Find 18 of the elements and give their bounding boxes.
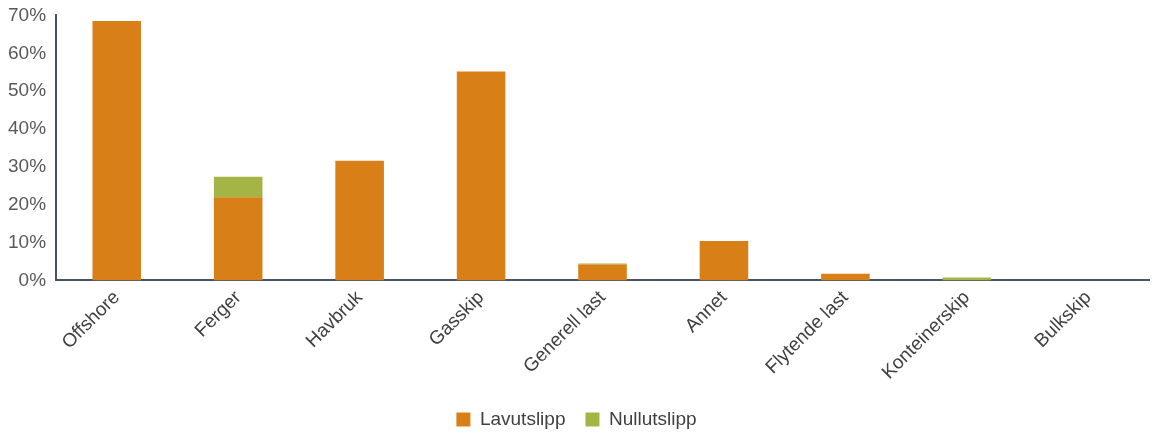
bar — [213, 197, 263, 281]
y-tick-label: 30% — [8, 155, 47, 177]
y-tick-label: 10% — [8, 230, 47, 252]
bar — [456, 71, 506, 281]
y-tick-label: 60% — [8, 41, 47, 63]
bar — [335, 160, 384, 281]
y-tick-label: 50% — [8, 79, 47, 101]
bar — [699, 241, 749, 281]
legend-label: Nullutslipp — [608, 407, 697, 429]
y-tick-label: 0% — [18, 268, 47, 290]
bar — [213, 176, 263, 198]
y-tick-label: 70% — [8, 3, 47, 25]
bar — [942, 277, 992, 281]
legend-label: Lavutslipp — [479, 407, 566, 429]
y-tick-label: 20% — [8, 192, 47, 214]
y-tick-label: 40% — [8, 117, 47, 139]
bar — [578, 264, 627, 281]
bar — [92, 21, 142, 281]
